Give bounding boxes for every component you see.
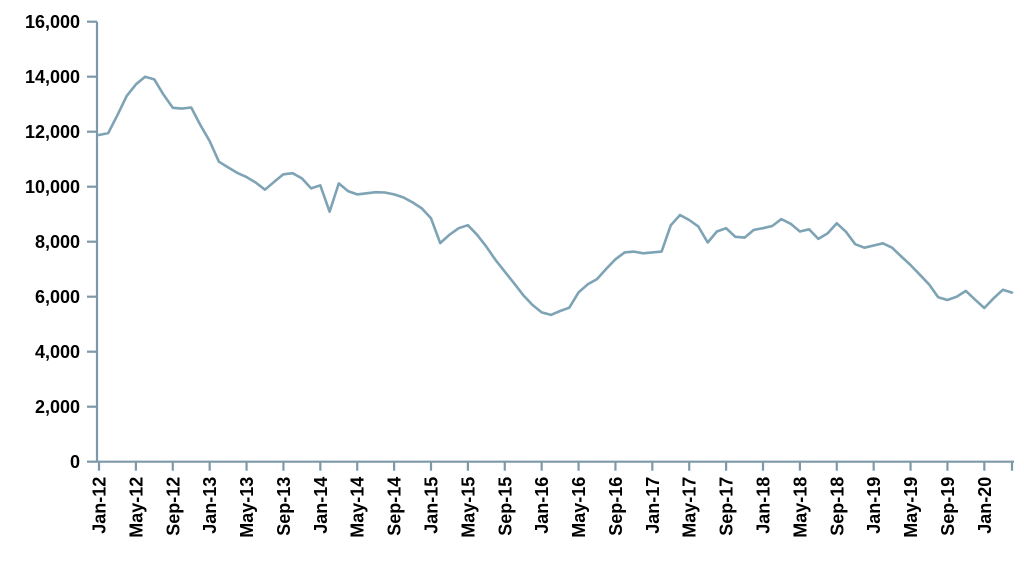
- x-tick-label: Sep-13: [274, 477, 294, 536]
- y-tick-label: 0: [70, 452, 80, 472]
- x-tick-label: Jan-13: [200, 477, 220, 534]
- x-tick-label: Sep-18: [827, 477, 847, 536]
- x-tick-label: Sep-16: [606, 477, 626, 536]
- x-tick-label: May-17: [680, 477, 700, 538]
- labels-group: 0 2,000 4,000 6,000 8,000 10,000 12,000 14,000 1…: [25, 12, 995, 538]
- x-tick-label: Jan-14: [311, 477, 331, 534]
- axes-group: [95, 21, 1014, 463]
- x-tick-label: Jan-16: [532, 477, 552, 534]
- x-tick-label: May-14: [348, 477, 368, 538]
- x-tick-label: May-16: [569, 477, 589, 538]
- x-tick-label: May-15: [458, 477, 478, 538]
- x-tick-label: May-12: [126, 477, 146, 538]
- y-tick-label: 4,000: [35, 342, 80, 362]
- x-tick-label: May-13: [237, 477, 257, 538]
- y-tick-label: 16,000: [25, 12, 80, 32]
- y-tick-label: 2,000: [35, 397, 80, 417]
- x-tick-label: Jan-20: [975, 477, 995, 534]
- data-series-line: [97, 75, 1014, 317]
- y-tick-label: 8,000: [35, 232, 80, 252]
- ticks-group: [87, 20, 1014, 471]
- x-tick-label: Sep-12: [163, 477, 183, 536]
- x-tick-label: Sep-19: [938, 477, 958, 536]
- x-tick-label: May-19: [901, 477, 921, 538]
- y-tick-label: 10,000: [25, 177, 80, 197]
- x-tick-label: Sep-15: [495, 477, 515, 536]
- x-tick-label: Jan-15: [422, 477, 442, 534]
- y-tick-label: 12,000: [25, 122, 80, 142]
- x-tick-label: Jan-12: [90, 477, 110, 534]
- x-tick-label: Jan-19: [864, 477, 884, 534]
- x-tick-label: Sep-14: [385, 477, 405, 536]
- y-tick-label: 6,000: [35, 287, 80, 307]
- y-tick-label: 14,000: [25, 67, 80, 87]
- x-tick-label: Sep-17: [717, 477, 737, 536]
- x-tick-label: May-18: [790, 477, 810, 538]
- x-tick-label: Jan-18: [754, 477, 774, 534]
- x-tick-label: Jan-17: [643, 477, 663, 534]
